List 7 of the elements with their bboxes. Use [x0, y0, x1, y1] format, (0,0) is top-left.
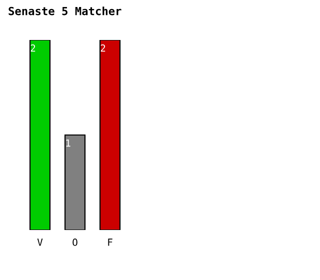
- data-label: 2: [100, 44, 106, 52]
- data-label: 2: [30, 44, 36, 52]
- x-tick-label: V: [37, 238, 43, 246]
- data-label: 1: [66, 140, 70, 147]
- x-tick-label: F: [108, 238, 112, 246]
- x-tick-label: O: [72, 238, 78, 246]
- chart-title: Senaste 5 Matcher: [8, 6, 122, 16]
